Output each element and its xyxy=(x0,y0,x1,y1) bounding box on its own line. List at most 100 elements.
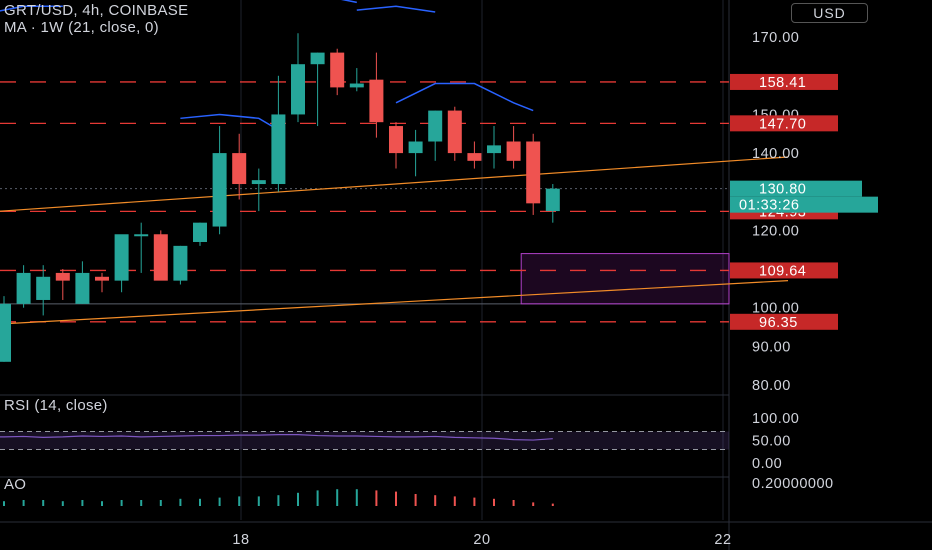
ao-bar xyxy=(140,500,143,506)
ao-bar xyxy=(101,501,103,506)
ao-bar xyxy=(551,503,554,506)
trendlines xyxy=(0,156,789,325)
ao-bar xyxy=(532,502,535,506)
candle-body xyxy=(408,141,423,154)
price-labels: 158.41147.70124.93109.6496.35130.8001:33… xyxy=(730,73,878,331)
level-label: 109.64 xyxy=(759,263,806,279)
rsi-tick-label: 100.00 xyxy=(752,411,799,427)
candle-body xyxy=(134,234,149,237)
ao-panel xyxy=(3,489,554,506)
ma-line xyxy=(0,0,534,131)
rsi-band xyxy=(0,431,729,450)
current-price-label: 130.80 xyxy=(759,182,806,198)
rsi-line xyxy=(0,434,553,441)
candle-body xyxy=(389,126,403,154)
ao-bar xyxy=(199,498,201,506)
ao-bar xyxy=(395,491,397,506)
candle-body xyxy=(75,272,90,304)
ao-bar xyxy=(414,494,417,506)
countdown-label: 01:33:26 xyxy=(739,198,799,214)
ao-bar xyxy=(3,501,5,506)
ao-bar xyxy=(81,500,84,506)
candle-body xyxy=(0,303,11,362)
candle-body xyxy=(545,188,560,212)
price-tick-label: 140.00 xyxy=(752,146,799,162)
rsi-tick-label: 50.00 xyxy=(752,434,791,450)
ao-bar xyxy=(257,496,260,506)
candle-body xyxy=(153,234,168,281)
time-axis: 18 20 22 xyxy=(232,532,731,548)
candle-body xyxy=(16,272,31,304)
price-axis: 80.0090.00100.00120.00140.00150.00170.00… xyxy=(752,30,833,492)
ao-bar xyxy=(277,495,280,506)
candle-body xyxy=(330,52,345,88)
supply-zone xyxy=(520,253,730,305)
ao-bar xyxy=(218,497,221,506)
trendline xyxy=(0,156,789,212)
zone-layer xyxy=(520,253,730,305)
level-label-bg xyxy=(730,313,838,330)
ao-bar xyxy=(179,498,182,506)
candle-body xyxy=(95,276,109,281)
candle-body xyxy=(114,234,129,281)
price-tick-label: 120.00 xyxy=(752,223,799,239)
time-tick-label: 22 xyxy=(714,532,731,548)
candle-body xyxy=(349,83,364,88)
ao-bar xyxy=(159,500,162,506)
candle-body xyxy=(173,245,188,281)
candles xyxy=(0,33,560,362)
candle-body xyxy=(193,222,207,242)
ao-bar xyxy=(22,500,25,506)
level-label-bg xyxy=(730,115,838,132)
ao-bar xyxy=(238,496,241,506)
price-tick-label: 90.00 xyxy=(752,339,791,355)
rsi-panel xyxy=(0,431,729,450)
level-label: 147.70 xyxy=(759,116,806,132)
candle-body xyxy=(506,141,521,161)
ao-bar xyxy=(61,501,64,506)
candle-body xyxy=(487,145,501,154)
rsi-legend: RSI (14, close) xyxy=(4,397,108,414)
price-tick-label: 80.00 xyxy=(752,378,791,394)
ao-legend: AO xyxy=(4,476,27,493)
candle-body xyxy=(212,153,227,227)
level-label-bg xyxy=(730,262,838,279)
ma-segment xyxy=(395,82,534,112)
price-tick-label: 170.00 xyxy=(752,30,799,46)
ma-segment xyxy=(0,5,63,12)
ma-segment xyxy=(340,0,357,4)
level-label: 96.35 xyxy=(759,315,798,331)
current-price-bg xyxy=(730,180,862,197)
symbol-title: GRT/USD, 4h, COINBASE xyxy=(4,2,189,19)
candle-body xyxy=(36,276,51,300)
ao-bar xyxy=(316,490,319,506)
trendline xyxy=(0,280,789,325)
level-label-bg xyxy=(730,73,838,90)
ao-bar xyxy=(297,492,299,506)
ao-bar xyxy=(434,495,437,506)
ao-bar xyxy=(42,500,45,506)
ao-bar xyxy=(375,490,378,506)
ao-bar xyxy=(453,496,456,506)
candle-body xyxy=(271,114,286,185)
ma-segment xyxy=(180,113,279,131)
price-tick-label: 100.00 xyxy=(752,301,799,317)
candle-body xyxy=(467,153,482,161)
ao-bar xyxy=(355,489,358,506)
candle-body xyxy=(55,272,70,281)
ao-bar xyxy=(512,500,515,506)
candle-body xyxy=(369,79,384,123)
ma-legend: MA · 1W (21, close, 0) xyxy=(4,19,159,36)
ao-bar xyxy=(336,489,339,506)
ao-bar xyxy=(473,497,476,506)
candle-body xyxy=(232,153,247,185)
level-lines xyxy=(0,81,729,323)
candle-body xyxy=(526,141,541,204)
candle-body xyxy=(310,52,325,65)
time-tick-label: 20 xyxy=(473,532,490,548)
ma-segment xyxy=(356,5,436,13)
candle-body xyxy=(428,110,443,142)
currency-button[interactable]: USD xyxy=(791,3,868,23)
